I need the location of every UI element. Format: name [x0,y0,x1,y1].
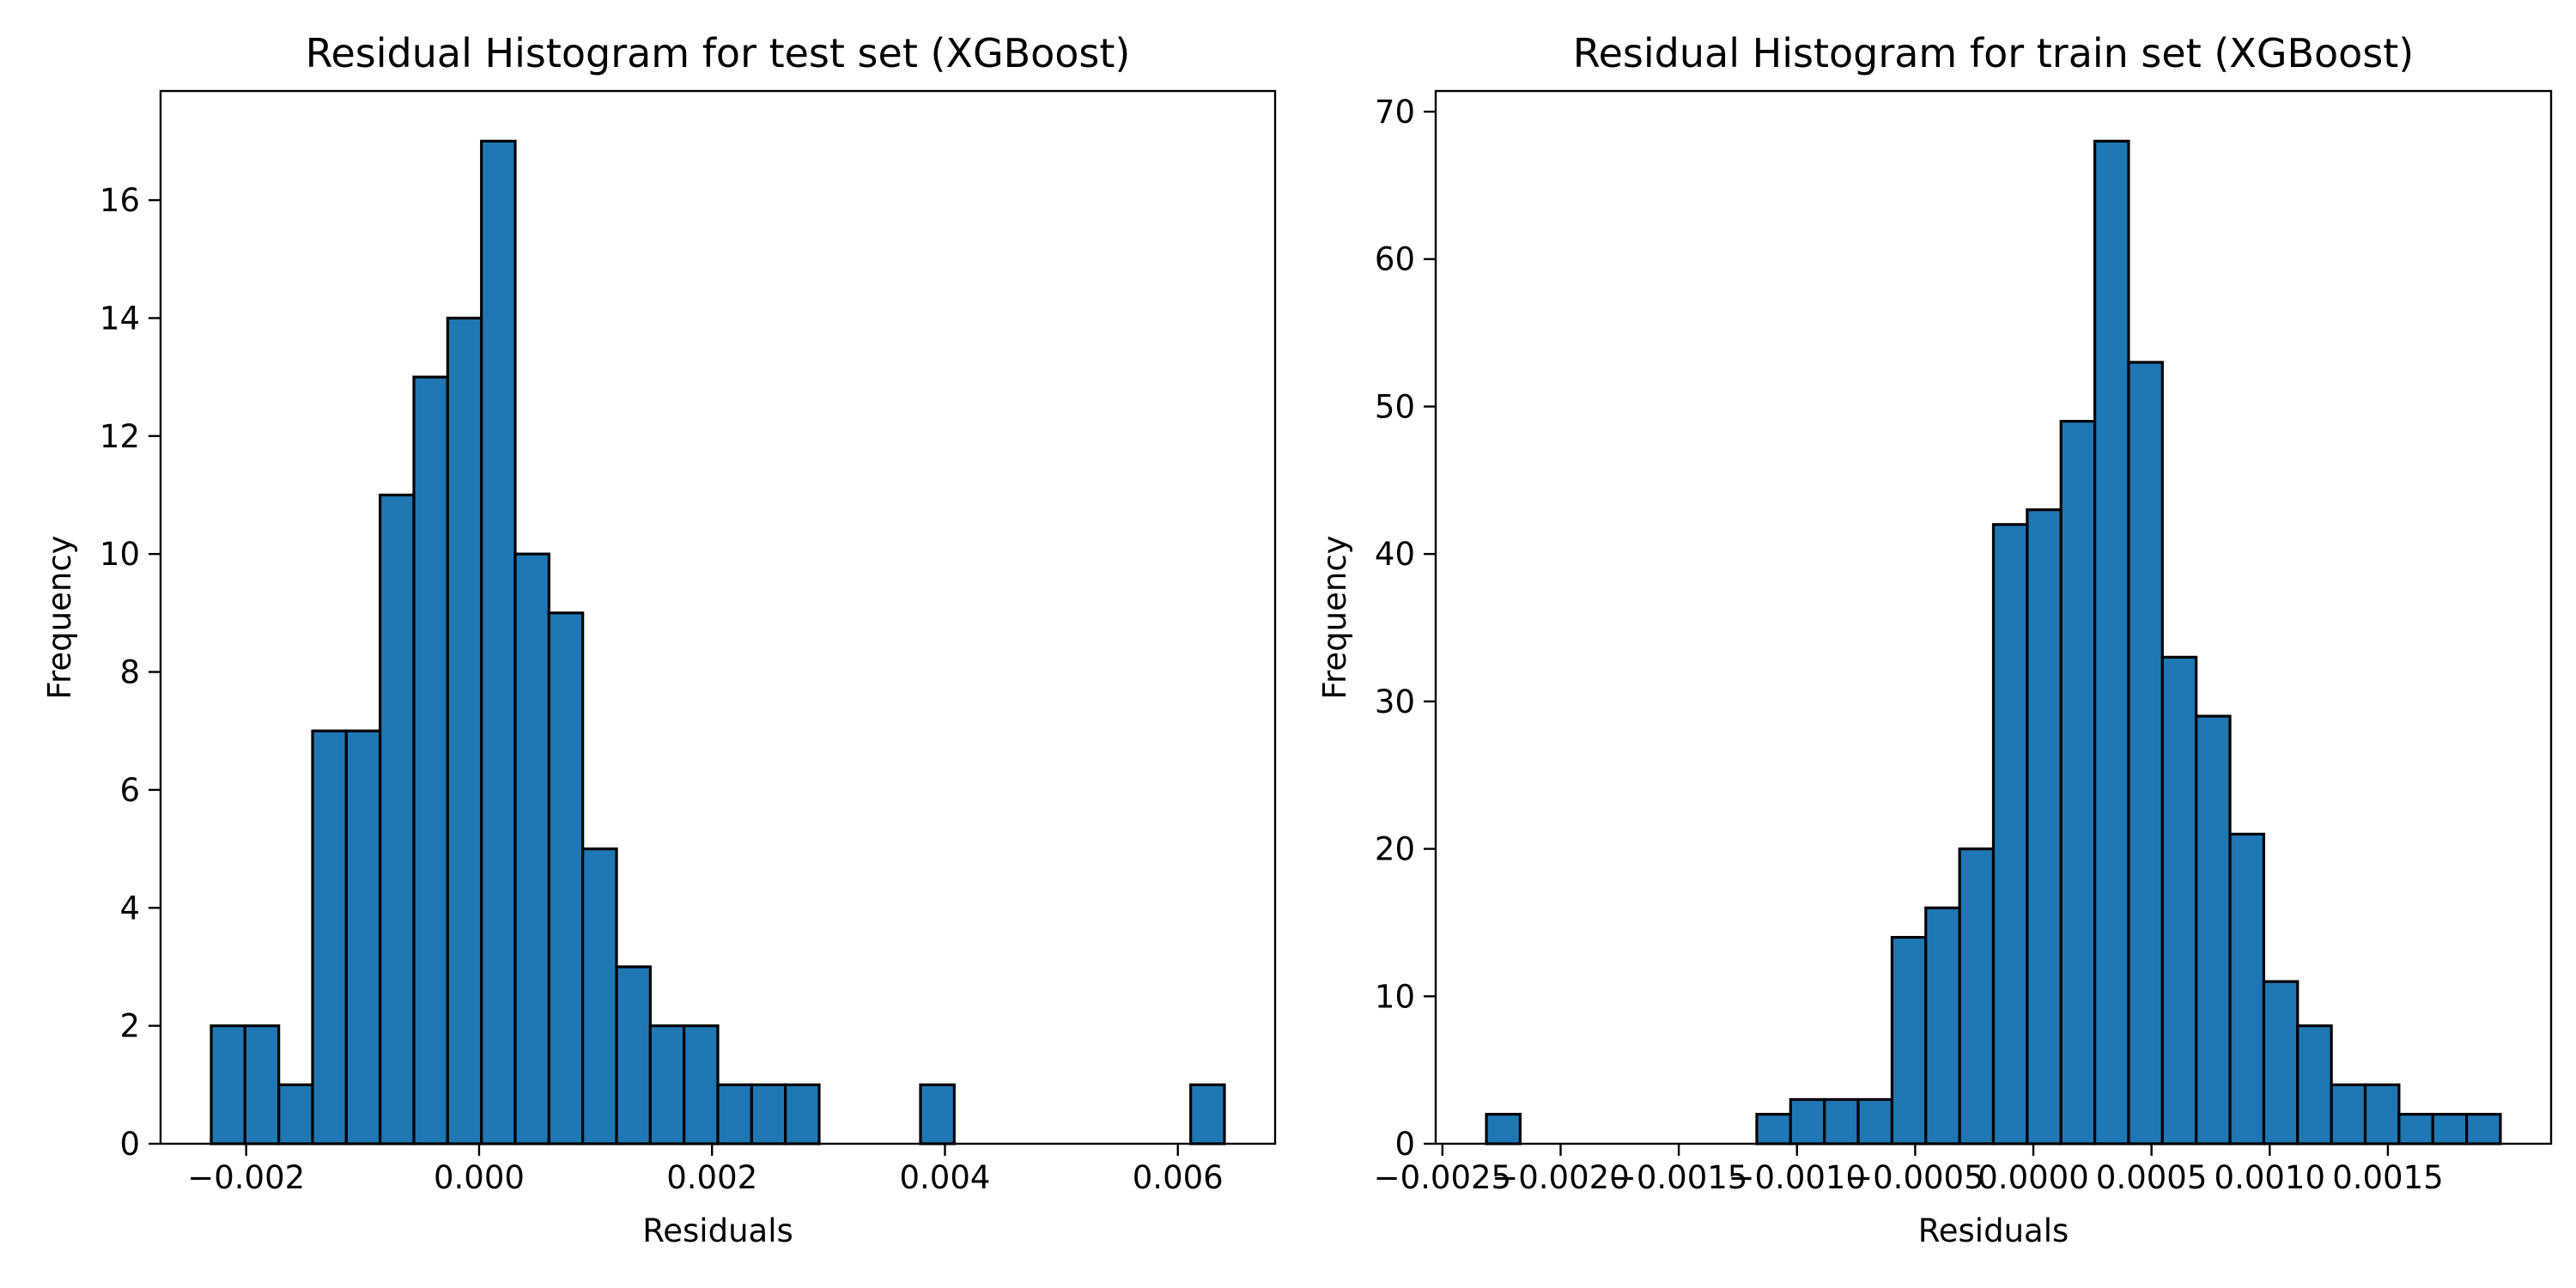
histogram-bar [513,552,550,1145]
histogram-bars [210,139,1226,1145]
histogram-bar [784,1083,821,1145]
histogram-bars [1485,139,2502,1145]
histogram-bar [1189,1083,1226,1145]
histogram-bar [379,493,416,1145]
histogram-bar [1755,1113,1792,1145]
histogram-bar [1485,1113,1522,1145]
histogram-bar [2262,980,2300,1145]
y-axis-label: Frequency [1316,535,1353,699]
histogram-bar [2464,1113,2502,1145]
y-tick-label: 4 [119,890,140,927]
histogram-bar [1890,936,1928,1145]
x-tick-label: −0.0025 [1374,1159,1511,1196]
y-axis-ticks: 0 2 4 6 8 10 12 14 16 [100,182,161,1163]
x-tick-label: −0.0015 [1610,1159,1747,1196]
x-tick-label: −0.002 [187,1159,305,1196]
histogram-bar [2127,361,2164,1145]
y-axis-ticks: 0 10 20 30 40 50 60 70 [1375,94,1436,1163]
y-tick-label: 14 [100,300,140,337]
histogram-bar [2228,832,2266,1145]
histogram-bar [547,611,585,1145]
y-tick-label: 20 [1375,831,1415,868]
histogram-bar [1958,847,1996,1145]
y-axis-label: Frequency [41,535,78,699]
histogram-bar [1856,1097,1894,1145]
chart-title: Residual Histogram for test set (XGBoost… [306,30,1131,76]
x-tick-label: 0.004 [900,1159,991,1196]
histogram-panel-2: −0.0025−0.0020−0.0015−0.0010−0.00050.000… [1316,30,2553,1249]
x-tick-label: 0.002 [666,1159,757,1196]
y-tick-label: 8 [119,654,140,691]
histogram-bar [243,1024,281,1145]
histogram-bar [1991,523,2029,1145]
histogram-bar [344,729,382,1145]
x-axis-label: Residuals [642,1212,793,1249]
histogram-bar [2363,1083,2401,1145]
y-tick-label: 0 [119,1126,140,1163]
x-axis-label: Residuals [1918,1212,2069,1249]
x-tick-label: 0.0010 [2215,1159,2325,1196]
histogram-bar [446,316,483,1145]
y-tick-label: 60 [1375,241,1415,278]
histogram-bar [2059,420,2097,1145]
x-axis-ticks: −0.002 0.000 0.002 0.004 0.006 [187,1144,1224,1196]
y-tick-label: 10 [100,536,140,573]
x-tick-label: 0.0000 [1978,1159,2088,1196]
histogram-bar [2431,1113,2469,1145]
histogram-panel-1: −0.002 0.000 0.002 0.004 0.006 0 2 4 6 8 10 12 14 16 R… [41,30,1277,1249]
histogram-bar [480,139,517,1145]
y-tick-label: 16 [100,182,140,219]
axes-frame [1434,89,2553,1145]
histogram-bar [2160,655,2198,1145]
y-tick-label: 12 [100,418,140,455]
x-tick-label: 0.0005 [2096,1159,2207,1196]
histogram-bar [716,1083,753,1145]
y-tick-label: 2 [119,1008,140,1045]
histogram-bar [648,1024,686,1145]
chart-title: Residual Histogram for train set (XGBoos… [1573,30,2415,76]
y-tick-label: 0 [1394,1126,1415,1163]
histogram-bar [2195,714,2232,1145]
x-tick-label: 0.006 [1133,1159,1224,1196]
x-tick-label: −0.0005 [1846,1159,1984,1196]
histogram-bar [2296,1024,2333,1145]
x-tick-label: 0.000 [434,1159,525,1196]
histogram-bar [2397,1113,2434,1145]
x-tick-label: 0.0015 [2332,1159,2443,1196]
x-axis-ticks: −0.0025−0.0020−0.0015−0.0010−0.00050.000… [1374,1144,2444,1196]
histogram-bar [2026,508,2063,1145]
histogram-bar [412,375,449,1145]
histogram-bar [581,847,618,1145]
axes-frame [159,89,1277,1145]
histogram-bar [1789,1097,1826,1145]
histogram-bar [277,1083,314,1145]
histogram-bar [750,1083,787,1145]
y-tick-label: 30 [1375,683,1415,720]
y-tick-label: 10 [1375,978,1415,1015]
y-tick-label: 40 [1375,536,1415,573]
histogram-bar [2093,139,2130,1145]
histogram-bar [1823,1097,1860,1145]
y-tick-label: 6 [119,772,140,809]
histogram-bar [210,1024,246,1145]
y-tick-label: 50 [1375,388,1415,425]
histogram-bar [919,1083,956,1145]
y-tick-label: 70 [1375,94,1415,131]
histogram-bar [683,1024,720,1145]
histogram-bar [615,965,652,1145]
histogram-bar [311,729,348,1145]
x-tick-label: −0.0020 [1492,1159,1629,1196]
histogram-bar [1924,906,1961,1145]
histogram-bar [2330,1083,2367,1145]
x-tick-label: −0.0010 [1728,1159,1866,1196]
